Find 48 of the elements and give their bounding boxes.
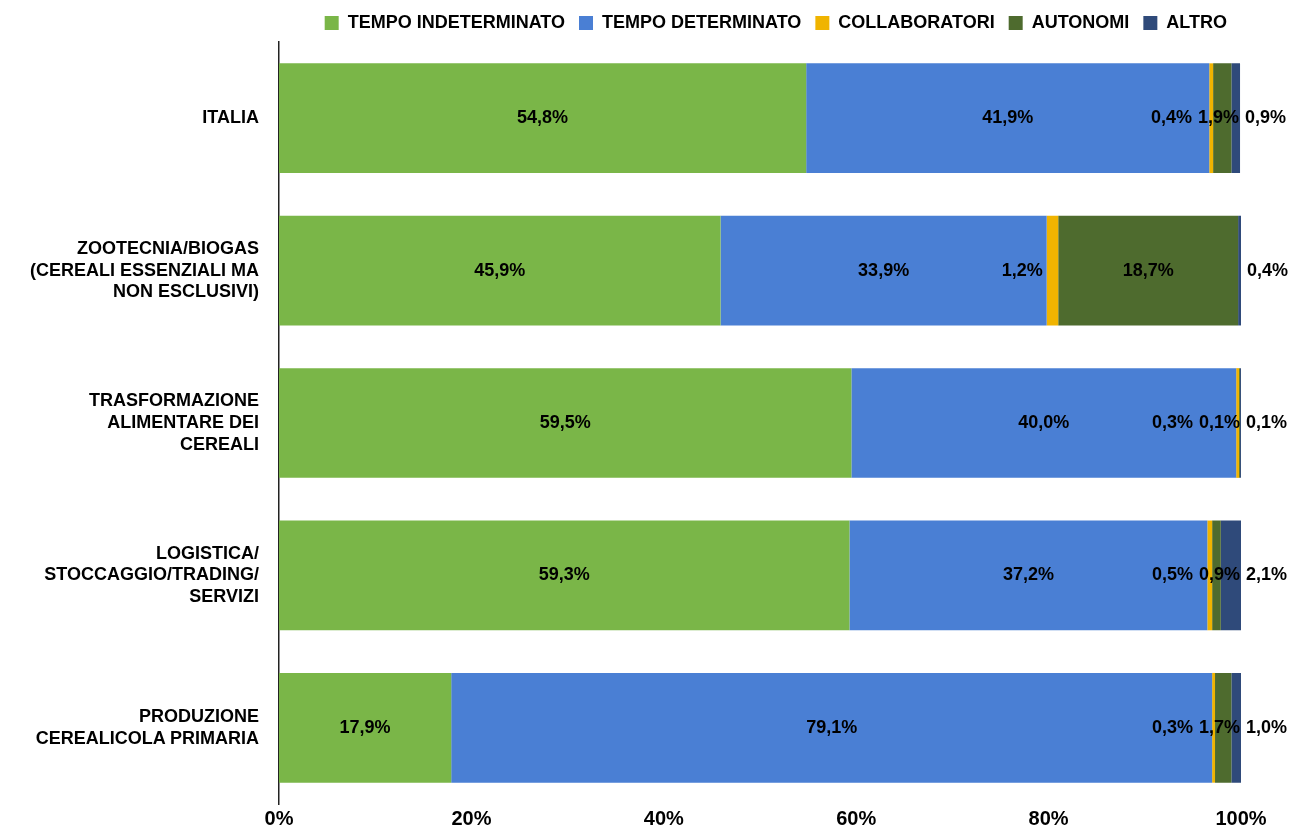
bar [279, 520, 850, 631]
data-label: 17,9% [339, 716, 391, 737]
data-label: 33,9% [858, 259, 910, 280]
x-tick-label: 40% [643, 806, 685, 829]
bar [1046, 215, 1059, 326]
y-tick-label: LOGISTICA/STOCCAGGIO/TRADING/SERVIZI [44, 542, 260, 606]
data-label: 18,7% [1122, 259, 1174, 280]
data-label: 0,4% [1150, 107, 1193, 128]
bar [279, 368, 852, 478]
legend-label: COLLABORATORI [838, 11, 995, 32]
bar [1238, 215, 1241, 326]
data-label: 1,0% [1246, 716, 1288, 737]
data-label: 0,9% [1245, 107, 1287, 128]
x-tick-label: 100% [1215, 806, 1267, 829]
bar [720, 215, 1047, 326]
data-label: 0,5% [1151, 564, 1193, 585]
data-label: 37,2% [1002, 564, 1054, 585]
data-label: 59,5% [539, 411, 591, 432]
data-label: 40,0% [1018, 411, 1070, 432]
data-label: 0,3% [1151, 716, 1193, 737]
x-tick-label: 20% [451, 806, 492, 829]
data-label: 0,1% [1246, 411, 1288, 432]
bar [1058, 215, 1239, 326]
data-label: 41,9% [982, 107, 1034, 128]
bar [279, 215, 721, 326]
legend-label: ALTRO [1166, 11, 1227, 32]
data-label: 1,7% [1198, 716, 1240, 737]
x-tick-label: 80% [1028, 806, 1069, 829]
legend-label: AUTONOMI [1031, 11, 1130, 32]
bar [279, 63, 807, 174]
data-label: 79,1% [806, 716, 858, 737]
data-label: 59,3% [538, 564, 590, 585]
x-tick-label: 60% [836, 806, 877, 829]
y-tick-label: TRASFORMAZIONE ALIMENTARE DEI CEREALI [89, 390, 260, 454]
data-label: 45,9% [474, 259, 526, 280]
data-label: 54,8% [517, 107, 569, 128]
y-tick-label: ITALIA [202, 107, 260, 128]
data-label: 1,2% [1001, 259, 1043, 280]
bar [279, 672, 452, 783]
y-tick-label: PRODUZIONE CEREALICOLA PRIMARIA [35, 705, 260, 748]
data-label: 0,3% [1151, 411, 1193, 432]
legend-label: TEMPO INDETERMINATO [347, 11, 566, 32]
data-label: 2,1% [1246, 564, 1288, 585]
legend-label: TEMPO DETERMINATO [602, 11, 802, 32]
data-label: 0,4% [1246, 259, 1288, 280]
x-tick-label: 0% [264, 806, 294, 829]
y-tick-label: ZOOTECNIA/BIOGAS (CEREALI ESSENZIALI MA NON ESCLUSIVI) [29, 237, 260, 302]
data-label: 1,9% [1198, 107, 1240, 128]
